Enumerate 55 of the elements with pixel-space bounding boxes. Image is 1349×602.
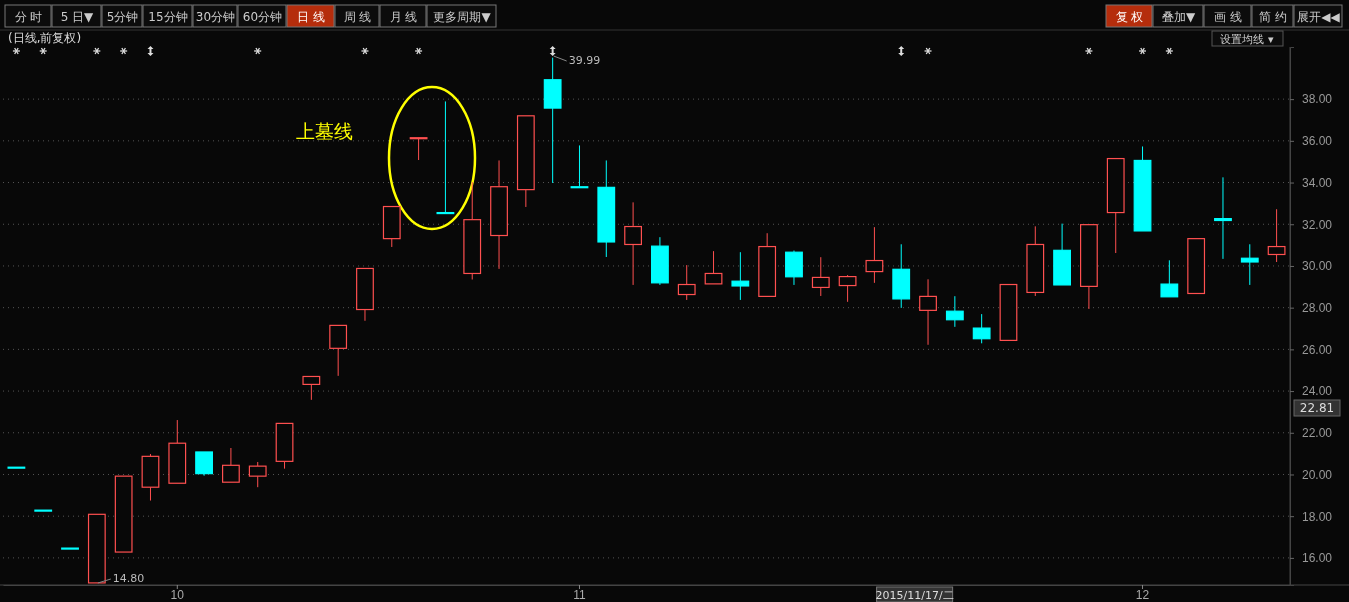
candlestick xyxy=(34,509,53,512)
candlestick xyxy=(1214,176,1232,260)
y-tick-label: 32.00 xyxy=(1302,217,1333,232)
chart-title: (日线,前复权) xyxy=(8,31,82,45)
text: 2015/11/17/二 xyxy=(875,589,954,602)
y-tick-label: 26.00 xyxy=(1302,342,1333,357)
annotation: 上墓线 xyxy=(296,120,353,142)
text: 复 权 xyxy=(1115,10,1144,24)
candlestick xyxy=(624,201,643,286)
y-tick-label: 16.00 xyxy=(1302,551,1333,566)
text: 设置均线 ▾ xyxy=(1220,33,1274,46)
text: 周 线 xyxy=(343,10,372,24)
candlestick xyxy=(945,295,964,328)
text: 展开◀◀ xyxy=(1297,10,1341,24)
text: 日 线 xyxy=(297,10,325,24)
candlestick xyxy=(785,250,803,286)
candlestick xyxy=(838,275,857,303)
y-tick-label: 28.00 xyxy=(1302,301,1333,315)
text: 22.81 xyxy=(1299,401,1335,415)
text: 更多周期▼ xyxy=(433,10,492,24)
candlestick xyxy=(490,159,508,270)
candlestick xyxy=(677,264,696,301)
candlestick xyxy=(865,226,884,284)
x-tick-label: 10 xyxy=(170,587,185,602)
candlestick xyxy=(1240,243,1259,286)
candlestick xyxy=(597,159,616,258)
candlestick xyxy=(141,453,160,502)
candlestick xyxy=(919,278,937,346)
text: 分 时 xyxy=(14,10,43,24)
y-tick-label: 36.00 xyxy=(1302,134,1333,149)
candlestick xyxy=(61,547,79,550)
y-tick-label: 38.00 xyxy=(1302,92,1333,107)
text: 60分钟 xyxy=(242,10,283,24)
annotation: 39.99 xyxy=(568,54,601,67)
y-tick-label: 18.00 xyxy=(1302,509,1333,524)
text: 叠加▼ xyxy=(1161,10,1196,24)
annotation: 14.80 xyxy=(112,572,145,585)
candlestick xyxy=(7,466,26,469)
text: 5 日▼ xyxy=(60,10,95,24)
text: 5分钟 xyxy=(106,10,139,24)
text: 月 线 xyxy=(389,10,418,24)
y-tick-label: 20.00 xyxy=(1302,467,1333,482)
y-tick-label: 24.00 xyxy=(1302,384,1333,399)
text: 画 线 xyxy=(1214,10,1242,24)
y-tick-label: 22.00 xyxy=(1302,426,1333,441)
text: 简 约 xyxy=(1259,10,1287,24)
y-tick-label: 34.00 xyxy=(1302,175,1333,190)
candlestick xyxy=(463,181,482,281)
text: 15分钟 xyxy=(148,10,188,24)
candlestick xyxy=(731,251,750,301)
candlestick xyxy=(650,236,669,286)
y-tick-label: 30.00 xyxy=(1302,259,1333,274)
x-tick-label: 12 xyxy=(1135,587,1150,602)
x-tick-label: 11 xyxy=(573,587,587,602)
text: 30分钟 xyxy=(195,10,236,24)
